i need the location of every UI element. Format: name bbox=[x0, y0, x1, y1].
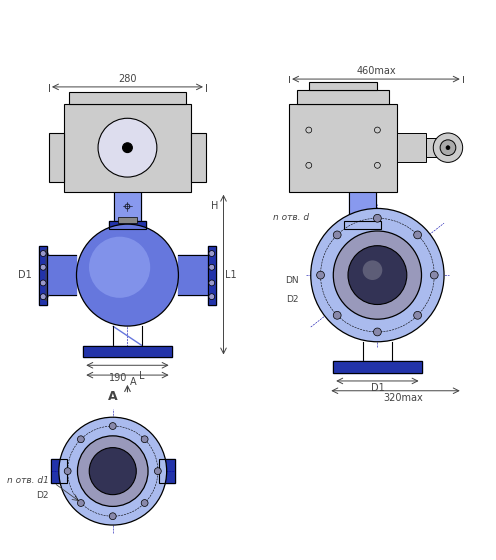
Circle shape bbox=[89, 447, 136, 494]
Polygon shape bbox=[349, 192, 376, 221]
Bar bbox=[289, 104, 397, 192]
Bar bbox=[427, 138, 438, 157]
Text: A: A bbox=[130, 377, 137, 387]
Polygon shape bbox=[159, 459, 175, 483]
Circle shape bbox=[316, 271, 324, 279]
Bar bbox=[208, 246, 216, 305]
Polygon shape bbox=[113, 326, 142, 346]
Text: D1: D1 bbox=[18, 270, 31, 280]
Text: L1: L1 bbox=[226, 269, 237, 279]
Bar bbox=[309, 82, 377, 90]
Circle shape bbox=[311, 208, 444, 342]
Polygon shape bbox=[333, 361, 422, 373]
Circle shape bbox=[414, 231, 422, 239]
Circle shape bbox=[59, 417, 167, 525]
Circle shape bbox=[414, 311, 422, 319]
Polygon shape bbox=[114, 192, 141, 221]
Circle shape bbox=[373, 214, 381, 222]
Circle shape bbox=[446, 146, 450, 150]
Circle shape bbox=[333, 231, 341, 239]
Bar bbox=[51, 459, 66, 483]
Bar bbox=[118, 217, 137, 223]
Bar bbox=[397, 133, 427, 162]
Text: n отв. d: n отв. d bbox=[273, 213, 309, 222]
Text: 320max: 320max bbox=[383, 393, 423, 403]
Circle shape bbox=[141, 436, 148, 443]
Circle shape bbox=[431, 271, 438, 279]
Bar bbox=[297, 90, 389, 104]
Bar bbox=[39, 246, 47, 305]
Bar bbox=[333, 361, 422, 373]
Text: D2: D2 bbox=[37, 491, 49, 500]
Circle shape bbox=[76, 224, 179, 326]
Circle shape bbox=[109, 513, 116, 520]
Polygon shape bbox=[39, 246, 47, 305]
Circle shape bbox=[77, 500, 84, 506]
Polygon shape bbox=[179, 255, 208, 295]
Circle shape bbox=[209, 280, 215, 286]
Circle shape bbox=[440, 140, 456, 156]
Text: L: L bbox=[139, 371, 145, 381]
Polygon shape bbox=[51, 459, 66, 483]
Text: D1: D1 bbox=[371, 383, 384, 393]
Text: A: A bbox=[108, 390, 118, 403]
Circle shape bbox=[348, 246, 407, 305]
Circle shape bbox=[209, 250, 215, 256]
Bar bbox=[49, 133, 64, 182]
Circle shape bbox=[64, 468, 71, 474]
Circle shape bbox=[77, 436, 148, 506]
Text: D2: D2 bbox=[287, 295, 299, 304]
Text: 460max: 460max bbox=[356, 66, 396, 76]
Bar bbox=[68, 92, 186, 104]
Circle shape bbox=[40, 250, 46, 256]
Text: DN: DN bbox=[285, 276, 299, 284]
Circle shape bbox=[40, 280, 46, 286]
Bar bbox=[191, 133, 206, 182]
Polygon shape bbox=[344, 221, 381, 229]
Circle shape bbox=[40, 294, 46, 300]
Text: 280: 280 bbox=[118, 74, 137, 84]
Bar bbox=[159, 459, 175, 483]
Polygon shape bbox=[83, 346, 172, 357]
Circle shape bbox=[154, 468, 161, 474]
Polygon shape bbox=[208, 246, 216, 305]
Circle shape bbox=[40, 264, 46, 270]
Circle shape bbox=[109, 423, 116, 430]
Circle shape bbox=[333, 311, 341, 319]
Circle shape bbox=[209, 264, 215, 270]
Circle shape bbox=[434, 133, 463, 162]
Circle shape bbox=[77, 436, 84, 443]
Polygon shape bbox=[109, 221, 146, 229]
Bar bbox=[344, 221, 381, 229]
Circle shape bbox=[89, 237, 150, 298]
Bar bbox=[83, 346, 172, 357]
Circle shape bbox=[363, 260, 382, 280]
Circle shape bbox=[98, 118, 157, 177]
Bar bbox=[109, 221, 146, 229]
Circle shape bbox=[209, 294, 215, 300]
Text: 190: 190 bbox=[109, 373, 127, 383]
Text: n отв. d1: n отв. d1 bbox=[7, 477, 49, 486]
Circle shape bbox=[373, 328, 381, 336]
Circle shape bbox=[141, 500, 148, 506]
Bar bbox=[64, 104, 191, 192]
Text: H: H bbox=[211, 202, 218, 212]
Polygon shape bbox=[47, 255, 76, 295]
Circle shape bbox=[123, 143, 132, 152]
Circle shape bbox=[333, 231, 422, 319]
